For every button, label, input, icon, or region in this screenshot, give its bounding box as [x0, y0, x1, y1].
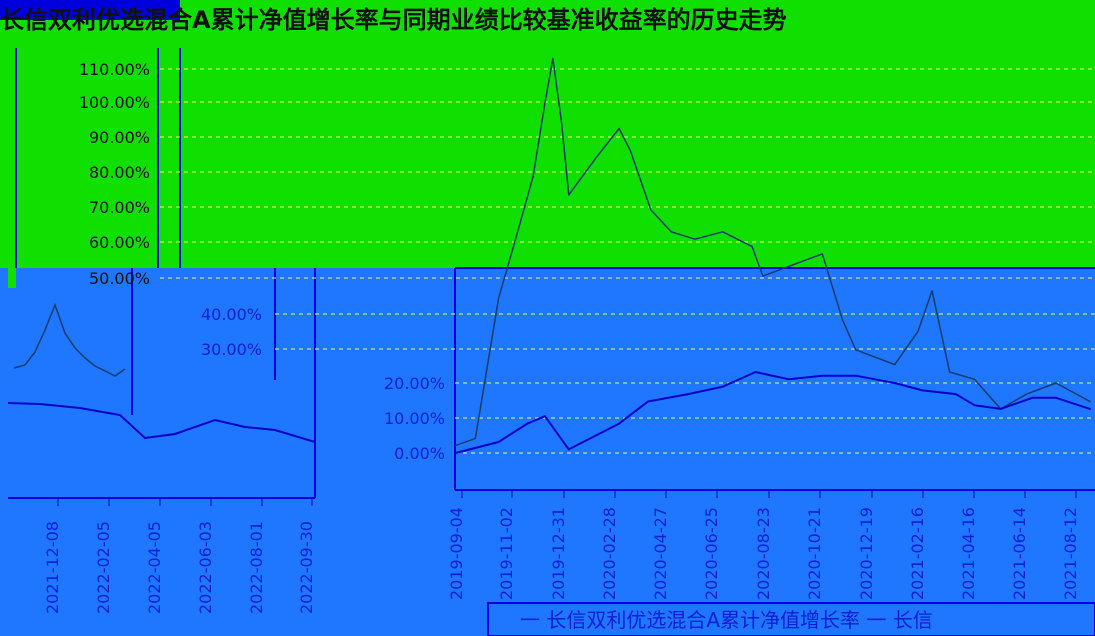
- y-tick-label: 110.00%: [79, 60, 150, 79]
- x-tick-label: 2022-09-30: [297, 521, 316, 614]
- x-tick-label: 2019-09-04: [447, 507, 466, 600]
- y-tick-label: 60.00%: [89, 233, 150, 252]
- secondary-fund-line: [13, 302, 126, 377]
- benchmark-line: [454, 371, 1091, 455]
- y-tick-label: 50.00%: [89, 269, 150, 288]
- x-tick-label: 2019-11-02: [497, 507, 516, 600]
- x-tick-label: 2021-04-16: [959, 507, 978, 600]
- x-tick-label: 2022-06-03: [196, 521, 215, 614]
- x-tick-label: 2021-12-08: [43, 521, 62, 614]
- left-green-strip: [0, 20, 16, 288]
- left-blue-strip: [0, 268, 8, 636]
- fund-growth-line: [454, 57, 1091, 447]
- y-tick-label: 40.00%: [201, 305, 262, 324]
- x-tick-label: 2020-02-28: [600, 507, 619, 600]
- x-tick-label: 2021-02-16: [908, 507, 927, 600]
- x-tick-label: 2020-06-25: [702, 507, 721, 600]
- x-tick-label: 2020-04-27: [651, 507, 670, 600]
- y-tick-label: 10.00%: [384, 409, 445, 428]
- x-tick-label: 2020-12-19: [857, 507, 876, 600]
- x-tick-label: 2021-08-12: [1061, 507, 1080, 600]
- top-left-strip: [0, 0, 180, 20]
- y-tick-label: 30.00%: [201, 340, 262, 359]
- x-tick-label: 2022-08-01: [247, 521, 266, 614]
- grid-lines: [160, 68, 1095, 454]
- bottom-y-axis-labels: 40.00% 30.00% 20.00% 10.00% 0.00%: [201, 305, 445, 463]
- y-tick-label: 0.00%: [394, 444, 445, 463]
- x-tick-label: 2020-10-21: [805, 507, 824, 600]
- y-tick-label: 100.00%: [79, 93, 150, 112]
- legend-text: 一 长信双利优选混合A累计净值增长率 一 长信: [520, 608, 933, 632]
- blue-panel: [8, 268, 1095, 636]
- top-y-axis-labels: 110.00% 100.00% 90.00% 80.00% 70.00% 60.00% 50…: [79, 60, 150, 288]
- x-tick-label: 2022-04-05: [145, 521, 164, 614]
- x-tick-label: 2019-12-31: [549, 507, 568, 600]
- chart-lines: [7, 57, 1091, 455]
- chart-title: 长信双利优选混合A累计净值增长率与同期业绩比较基准收益率的历史走势: [0, 6, 787, 34]
- x-tick-label: 2022-02-05: [94, 521, 113, 614]
- y-tick-label: 20.00%: [384, 374, 445, 393]
- legend-box: [487, 602, 1095, 636]
- green-panel: [8, 0, 1095, 268]
- x-tick-label: 2020-08-23: [754, 507, 773, 600]
- x-axis-labels: 2019-09-04 2019-11-02 2019-12-31 2020-02-28…: [43, 490, 1080, 614]
- y-tick-label: 80.00%: [89, 163, 150, 182]
- y-tick-label: 70.00%: [89, 198, 150, 217]
- x-tick-label: 2021-06-14: [1010, 507, 1029, 600]
- y-tick-label: 90.00%: [89, 128, 150, 147]
- secondary-benchmark-line: [7, 402, 316, 443]
